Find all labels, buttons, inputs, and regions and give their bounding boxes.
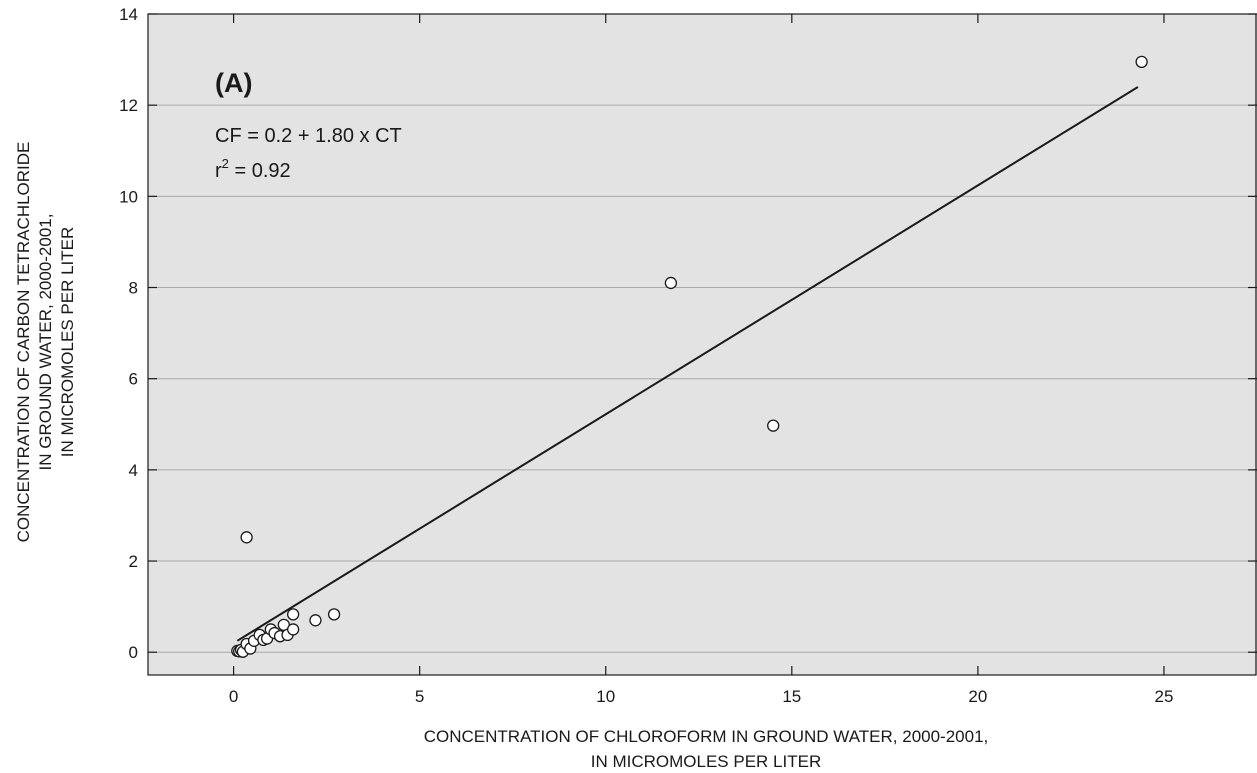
data-point (309, 614, 322, 627)
x-tick-label: 20 (968, 687, 987, 706)
data-points (231, 55, 1148, 658)
y-axis-label-line1: CONCENTRATION OF CARBON TETRACHLORIDE (14, 142, 33, 543)
x-tick-label: 10 (596, 687, 615, 706)
data-point (240, 531, 253, 544)
y-tick-label: 0 (129, 643, 138, 662)
data-point (286, 608, 300, 621)
y-axis-label-line3: IN MICROMOLES PER LITER (58, 227, 77, 457)
grid-lines (148, 104, 1257, 653)
y-axis-label-line2: IN GROUND WATER, 2000-2001, (36, 214, 55, 471)
x-axis-label-line1: CONCENTRATION OF CHLOROFORM IN GROUND WA… (424, 727, 989, 746)
data-point (664, 276, 678, 290)
panel-label: (A) (215, 68, 252, 98)
plot-area (148, 14, 1257, 675)
r2-prefix: r (215, 160, 222, 182)
data-point (767, 419, 780, 432)
r2-value: = 0.92 (229, 160, 291, 182)
axis-ticks: 0 2 4 6 8 10 12 14 0 5 10 15 20 25 (119, 5, 1257, 706)
y-tick-label: 4 (129, 461, 138, 480)
x-tick-label: 25 (1155, 687, 1174, 706)
y-tick-label: 6 (129, 370, 138, 389)
plot-frame (147, 13, 1257, 676)
r2-exponent: 2 (222, 156, 229, 171)
regression-line-group (236, 86, 1139, 642)
x-tick-label: 5 (415, 687, 424, 706)
x-tick-label: 0 (229, 687, 238, 706)
y-tick-label: 12 (119, 96, 138, 115)
data-point (286, 623, 300, 636)
x-tick-label: 15 (782, 687, 801, 706)
regression-line (236, 86, 1139, 642)
y-tick-label: 14 (119, 5, 138, 24)
regression-equation: CF = 0.2 + 1.80 x CT (215, 125, 402, 147)
r-squared-annotation: r2 = 0.92 (215, 156, 291, 182)
y-tick-label: 8 (129, 279, 138, 298)
data-point (1135, 55, 1148, 69)
y-tick-label: 10 (119, 187, 138, 206)
y-tick-label: 2 (129, 552, 138, 571)
y-axis-label: CONCENTRATION OF CARBON TETRACHLORIDE IN… (14, 142, 77, 543)
data-point (327, 608, 341, 621)
x-axis-label-line2: IN MICROMOLES PER LITER (591, 752, 821, 771)
